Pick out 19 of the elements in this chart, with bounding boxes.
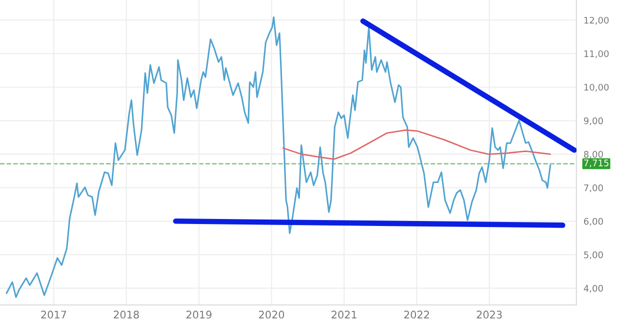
x-tick-label: 2019	[186, 310, 212, 319]
line-series	[6, 16, 552, 298]
x-tick-label: 2018	[114, 310, 139, 319]
y-tick-label: 10,00	[584, 84, 609, 92]
x-tick-label: 2021	[332, 310, 356, 319]
y-tick-label: 5,00	[584, 251, 603, 260]
y-tick-label: 11,00	[584, 50, 609, 58]
y-tick-label: 4,00	[584, 284, 603, 293]
y-tick-label: 12,00	[584, 16, 609, 25]
line-series	[282, 129, 552, 160]
x-tick-label: 2020	[259, 310, 284, 319]
x-tick-label: 2022	[404, 310, 429, 319]
y-tick-label: 9,00	[584, 117, 603, 126]
x-tick-label: 2017	[41, 310, 66, 319]
y-tick-label: 8,00	[584, 150, 603, 159]
ref-line-label: 7,715	[584, 160, 608, 168]
y-tick-label: 6,00	[584, 218, 603, 226]
x-tick-label: 2023	[476, 310, 502, 319]
y-tick-label: 7,00	[584, 184, 603, 192]
